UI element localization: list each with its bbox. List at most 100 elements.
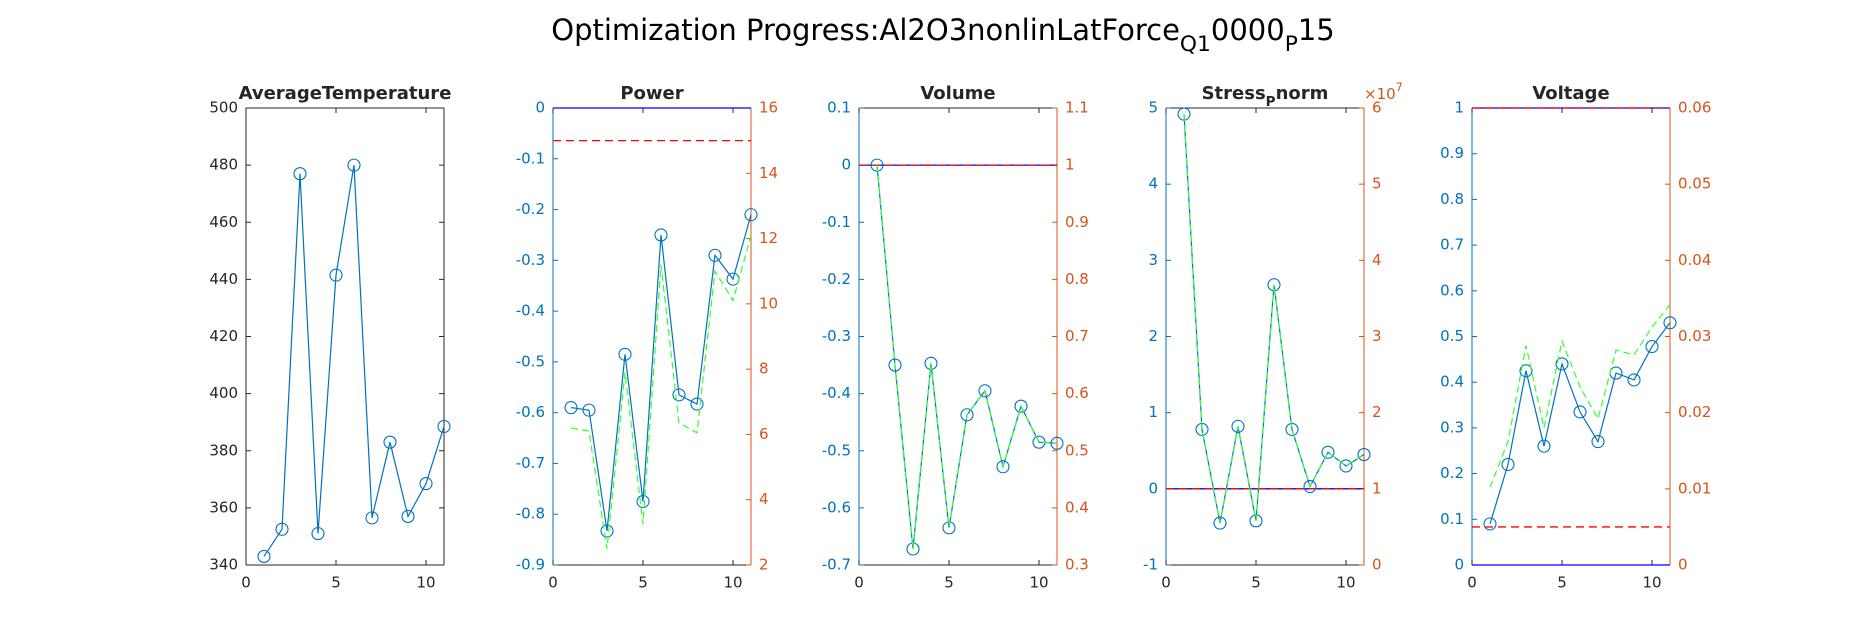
y2-tick-label: 0.03 bbox=[1678, 327, 1711, 345]
x-tick-label: 5 bbox=[944, 574, 954, 592]
y-tick-label: -0.7 bbox=[822, 556, 851, 574]
y-tick-label: -0.1 bbox=[822, 213, 851, 231]
y2-tick-label: 8 bbox=[759, 360, 769, 378]
title-part: Stress bbox=[1202, 83, 1266, 104]
title-part: P bbox=[1266, 94, 1276, 110]
y2-tick-label: 2 bbox=[1372, 403, 1382, 421]
data-point bbox=[1213, 516, 1227, 530]
data-point bbox=[437, 419, 451, 434]
data-point bbox=[708, 248, 722, 262]
y2-tick-label: 6 bbox=[1372, 99, 1382, 117]
data-point bbox=[383, 435, 397, 449]
y-tick-label: 0.7 bbox=[1440, 236, 1464, 254]
data-point bbox=[636, 494, 650, 509]
data-point bbox=[1591, 435, 1605, 449]
y-tick-label: -0.6 bbox=[822, 498, 851, 516]
subplot-title: AverageTemperature bbox=[239, 83, 452, 104]
x-tick-label: 0 bbox=[1161, 574, 1171, 592]
y-tick-label: 0 bbox=[841, 156, 851, 174]
figure-title: Optimization Progress:Al2O3nonlinLatForc… bbox=[551, 13, 1334, 57]
y-tick-label: -0.1 bbox=[516, 149, 545, 167]
series-line bbox=[876, 165, 1058, 550]
y2-tick-label: 1 bbox=[1065, 156, 1075, 174]
y-tick-label: -0.2 bbox=[822, 270, 851, 288]
data-point bbox=[1537, 439, 1551, 453]
y-tick-label: -0.9 bbox=[516, 556, 545, 574]
data-point bbox=[347, 158, 361, 172]
y-tick-label: 500 bbox=[209, 99, 238, 117]
subplot-title: Power bbox=[620, 83, 683, 104]
data-point bbox=[690, 397, 704, 411]
y-tick-label: 0.4 bbox=[1440, 373, 1464, 391]
y-tick-label: 0.1 bbox=[1440, 510, 1464, 528]
series-line bbox=[1183, 114, 1365, 524]
x-tick-label: 10 bbox=[1029, 574, 1048, 592]
data-point bbox=[1303, 479, 1317, 494]
data-point bbox=[960, 408, 974, 422]
y-tick-label: 380 bbox=[209, 441, 238, 459]
y-tick-label: 3 bbox=[1148, 251, 1158, 269]
title-part: P bbox=[1285, 32, 1298, 57]
y2-tick-label: 0.05 bbox=[1678, 175, 1711, 193]
y-tick-label: 2 bbox=[1148, 327, 1158, 345]
title-part: Volume bbox=[920, 83, 995, 104]
y2-tick-label: 12 bbox=[759, 229, 778, 247]
y2-tick-label: 0.3 bbox=[1065, 556, 1089, 574]
series-line bbox=[263, 165, 445, 557]
data-point bbox=[1014, 399, 1028, 413]
data-point bbox=[672, 388, 686, 402]
data-point bbox=[1285, 422, 1299, 436]
data-point bbox=[1483, 517, 1497, 531]
y-tick-label: 1 bbox=[1148, 403, 1158, 421]
y-tick-label: 0 bbox=[1148, 479, 1158, 497]
data-point bbox=[618, 347, 632, 361]
data-point bbox=[1231, 419, 1245, 433]
data-point bbox=[311, 527, 325, 541]
y-tick-label: 480 bbox=[209, 156, 238, 174]
y-tick-label: 1 bbox=[1454, 99, 1464, 117]
exponent-base: ×10 bbox=[1364, 85, 1396, 103]
data-point bbox=[744, 208, 758, 222]
x-tick-label: 10 bbox=[723, 574, 742, 592]
data-point bbox=[329, 268, 343, 282]
data-point bbox=[275, 522, 289, 536]
data-point bbox=[257, 549, 271, 563]
title-part: 0000 bbox=[1211, 13, 1285, 47]
title-part: Q1 bbox=[1180, 32, 1211, 57]
y-tick-label: -0.3 bbox=[822, 327, 851, 345]
data-point bbox=[401, 509, 415, 523]
y-tick-label: 400 bbox=[209, 384, 238, 402]
x-tick-label: 10 bbox=[416, 574, 435, 592]
y-tick-label: 420 bbox=[209, 327, 238, 345]
x-tick-label: 10 bbox=[1642, 574, 1661, 592]
exponent-power: 7 bbox=[1396, 81, 1403, 94]
title-part: AverageTemperature bbox=[239, 83, 452, 104]
y-tick-label: -1 bbox=[1143, 556, 1158, 574]
y2-tick-label: 0.5 bbox=[1065, 441, 1089, 459]
data-point bbox=[1321, 445, 1335, 459]
y2-tick-label: 2 bbox=[759, 556, 769, 574]
data-point bbox=[1663, 316, 1677, 330]
y2-exponent: ×107 bbox=[1364, 81, 1403, 103]
x-tick-label: 5 bbox=[331, 574, 341, 592]
y2-tick-label: 0.01 bbox=[1678, 479, 1711, 497]
data-point bbox=[996, 460, 1010, 474]
x-tick-label: 0 bbox=[548, 574, 558, 592]
data-point bbox=[1519, 364, 1533, 378]
title-part: Optimization Progress:Al2O3nonlinLatForc… bbox=[551, 13, 1180, 47]
x-tick-label: 5 bbox=[1251, 574, 1261, 592]
subplot: AverageTemperature 0 5 10 340 360 380 400 420 440… bbox=[209, 83, 451, 592]
y-tick-label: 460 bbox=[209, 213, 238, 231]
data-point bbox=[419, 477, 433, 491]
title-part: 15 bbox=[1298, 13, 1335, 47]
data-point bbox=[888, 358, 902, 372]
data-point bbox=[1627, 373, 1641, 387]
data-point bbox=[1339, 459, 1353, 473]
y2-tick-label: 1.1 bbox=[1065, 99, 1089, 117]
y2-tick-label: 1 bbox=[1372, 479, 1382, 497]
y-tick-label: 4 bbox=[1148, 175, 1158, 193]
data-point bbox=[600, 524, 614, 538]
data-point bbox=[1645, 340, 1659, 354]
y-tick-label: -0.5 bbox=[516, 352, 545, 370]
